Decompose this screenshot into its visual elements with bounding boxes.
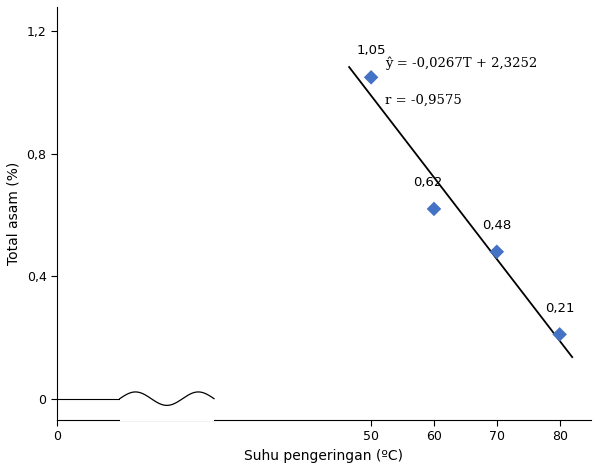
- Text: 0,48: 0,48: [482, 219, 511, 232]
- Point: [429, 205, 439, 213]
- Text: 0,21: 0,21: [545, 301, 575, 314]
- Point: [492, 248, 502, 256]
- Text: 1,05: 1,05: [356, 45, 386, 57]
- Point: [367, 74, 376, 81]
- Text: r = -0,9575: r = -0,9575: [386, 94, 462, 107]
- Y-axis label: Total asam (%): Total asam (%): [7, 162, 21, 265]
- X-axis label: Suhu pengeringan (ºC): Suhu pengeringan (ºC): [245, 449, 404, 463]
- Point: [555, 330, 565, 338]
- Text: ŷ = -0,0267T + 2,3252: ŷ = -0,0267T + 2,3252: [386, 56, 538, 70]
- Text: 0,62: 0,62: [413, 176, 443, 189]
